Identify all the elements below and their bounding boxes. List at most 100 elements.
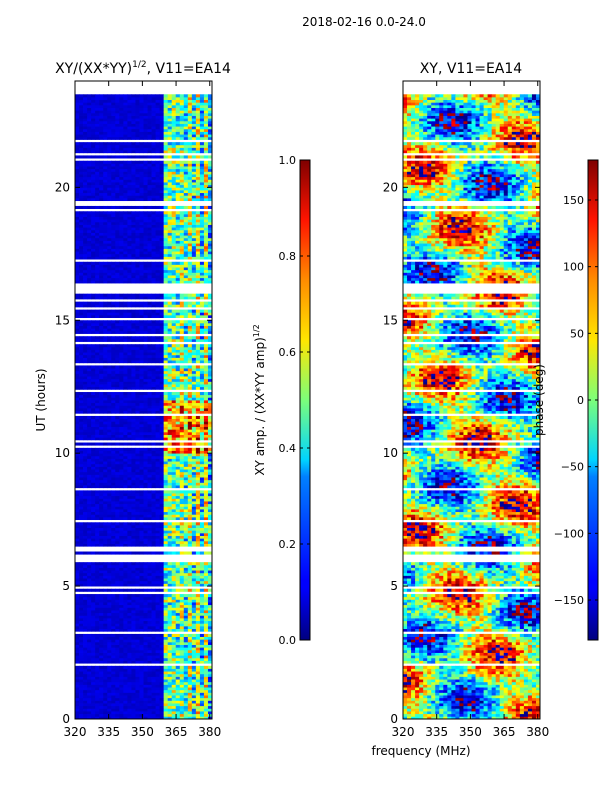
- panel1-cell: [127, 328, 132, 332]
- panel1-cell: [159, 407, 165, 412]
- panel1-cell: [183, 477, 189, 481]
- panel1-cell: [79, 564, 84, 568]
- panel1-cell: [75, 716, 80, 719]
- panel1-cell: [123, 713, 128, 717]
- panel1-cell: [183, 657, 189, 661]
- panel1-cell: [83, 434, 88, 438]
- panel1-cell: [115, 463, 120, 467]
- panel1-cell: [99, 267, 104, 271]
- panel1-cell: [83, 384, 88, 388]
- panel1-cell: [147, 431, 152, 435]
- panel1-cell: [171, 655, 177, 659]
- panel1-cell: [95, 514, 100, 518]
- panel1-cell: [103, 493, 108, 497]
- panel1-cell: [107, 474, 112, 478]
- panel1-cell: [151, 474, 156, 478]
- panel1-cell: [99, 697, 104, 701]
- panel1-cell: [127, 498, 132, 502]
- panel1-cell: [179, 551, 185, 555]
- panel1-cell: [127, 264, 132, 268]
- panel1-cell: [167, 272, 173, 276]
- panel1-cell: [187, 418, 193, 422]
- panel1-cell: [99, 652, 104, 656]
- panel1-cell: [199, 431, 205, 435]
- panel1-cell: [163, 378, 169, 382]
- panel1-cell: [127, 296, 132, 300]
- panel1-cell: [167, 620, 173, 624]
- panel1-cell: [91, 543, 96, 547]
- panel1-cell: [139, 495, 144, 499]
- panel1-cell: [163, 370, 169, 374]
- panel1-cell: [191, 275, 197, 279]
- panel1-cell: [183, 695, 189, 699]
- panel1-cell: [159, 442, 165, 446]
- panel1-cell: [139, 695, 144, 699]
- panel1-cell: [155, 352, 161, 356]
- panel1-cell: [195, 671, 201, 675]
- panel1-cell: [83, 700, 88, 704]
- panel1-cell: [207, 676, 212, 680]
- panel1-cell: [167, 570, 173, 574]
- panel1-cell: [147, 442, 152, 446]
- panel1-cell: [123, 604, 128, 608]
- panel1-cell: [175, 689, 181, 693]
- panel1-cell: [107, 447, 112, 451]
- panel1-cell: [131, 668, 136, 672]
- panel1-cell: [143, 365, 148, 369]
- panel1-cell: [131, 277, 136, 281]
- panel1-cell: [151, 378, 156, 382]
- panel1-cell: [171, 623, 177, 627]
- panel1-cell: [163, 596, 169, 600]
- panel1-cell: [131, 527, 136, 531]
- panel1-cell: [187, 532, 193, 536]
- panel1-cell: [107, 628, 112, 632]
- panel1-cell: [135, 442, 140, 446]
- panel1-cell: [151, 628, 156, 632]
- panel1-cell: [175, 655, 181, 659]
- panel1-cell: [191, 695, 197, 699]
- panel1-cell: [151, 511, 156, 515]
- panel1-cell: [207, 293, 212, 297]
- panel1-cell: [167, 655, 173, 659]
- panel1-cell: [119, 322, 124, 326]
- panel1-cell: [107, 527, 112, 531]
- panel1-cell: [119, 625, 124, 630]
- panel1-cell: [75, 469, 80, 473]
- panel1-cell: [171, 410, 177, 414]
- panel1-cell: [131, 522, 136, 526]
- panel1-cell: [131, 304, 136, 308]
- panel1-cell: [163, 506, 169, 510]
- panel1-cell: [207, 365, 212, 369]
- panel1-cell: [135, 386, 140, 390]
- panel1-cell: [171, 588, 177, 592]
- panel1-cell: [79, 498, 84, 502]
- panel1-cell: [179, 392, 185, 396]
- panel1-cell: [187, 567, 193, 571]
- panel1-cell: [87, 376, 92, 380]
- panel1-cell: [175, 713, 181, 717]
- panel1-cell: [123, 570, 128, 574]
- panel1-cell: [127, 636, 132, 640]
- panel1-cell: [143, 703, 148, 707]
- panel1-cell: [203, 583, 209, 587]
- panel1-cell: [123, 400, 128, 404]
- panel1-cell: [107, 322, 112, 326]
- panel1-cell: [171, 599, 177, 603]
- panel1-cell: [195, 336, 201, 340]
- panel1-cell: [143, 580, 148, 584]
- panel1-cell: [95, 636, 100, 640]
- panel1-cell: [139, 697, 144, 701]
- panel1-cell: [143, 594, 148, 598]
- panel1-cell: [203, 421, 209, 425]
- panel1-cell: [155, 368, 161, 372]
- panel1-cell: [119, 673, 124, 677]
- panel1-cell: [155, 479, 161, 483]
- panel1-cell: [103, 508, 108, 513]
- panel1-cell: [119, 703, 124, 707]
- panel1-cell: [187, 514, 193, 518]
- panel1-cell: [119, 564, 124, 568]
- panel1-cell: [171, 346, 177, 350]
- panel1-cell: [143, 628, 148, 632]
- panel1-cell: [207, 522, 212, 526]
- panel1-cell: [175, 453, 181, 457]
